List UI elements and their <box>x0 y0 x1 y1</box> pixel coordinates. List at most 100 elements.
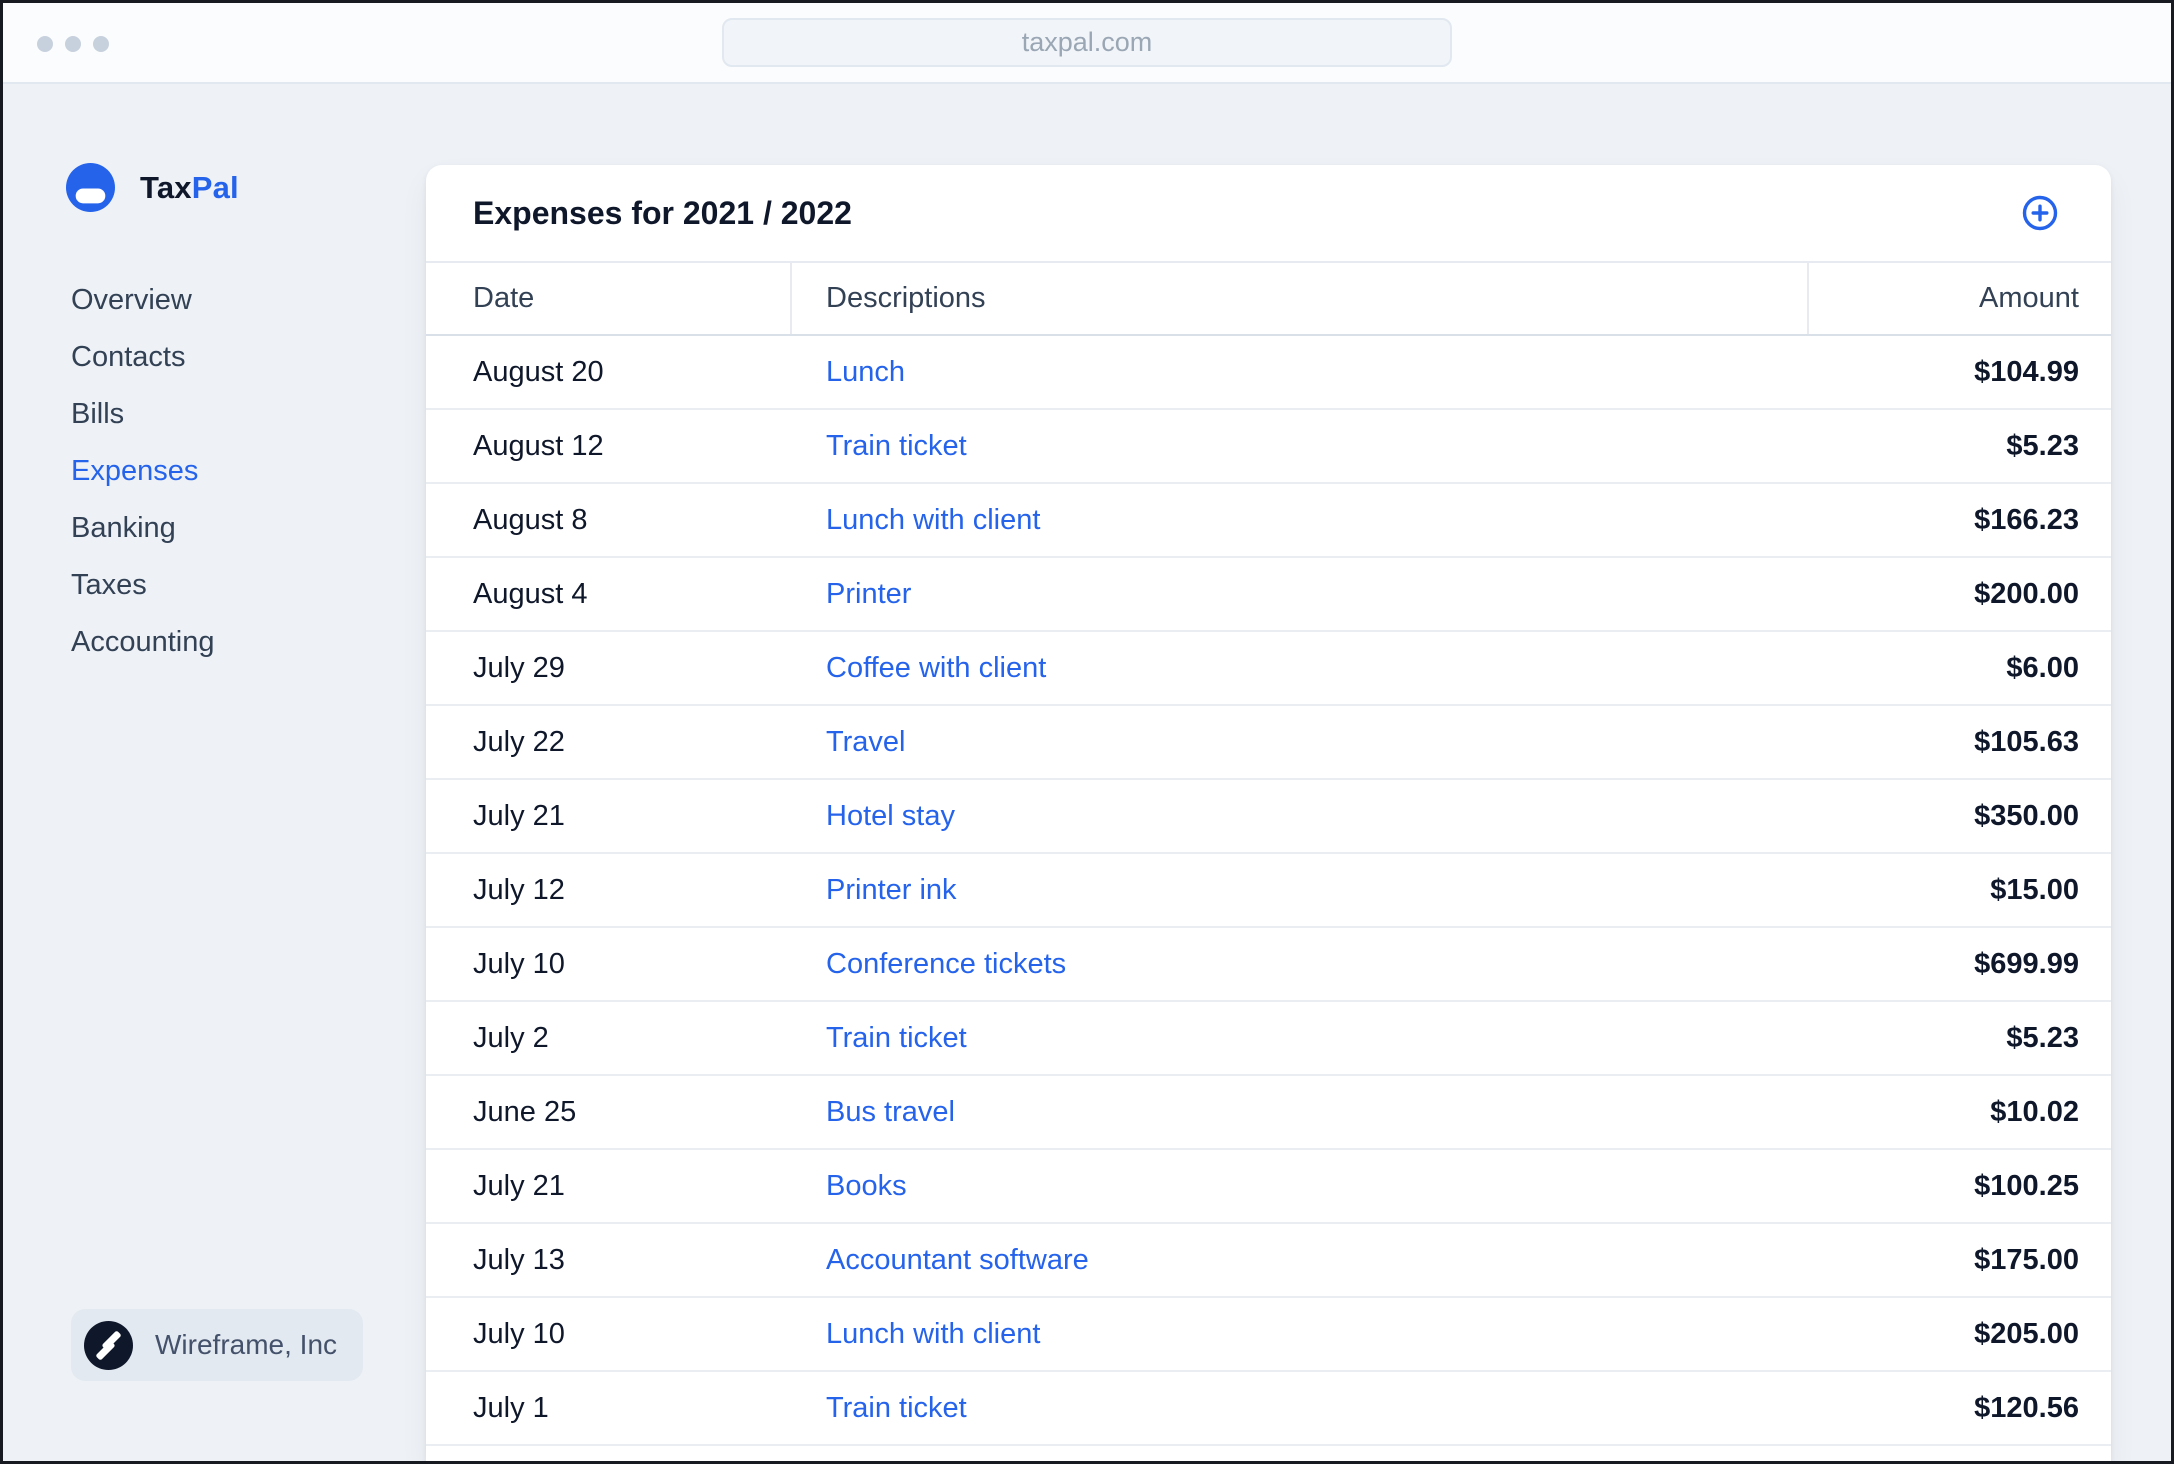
plus-circle-icon <box>2022 195 2058 231</box>
expense-description-cell: Hotel stay <box>792 800 1809 833</box>
expense-amount: $5.23 <box>2006 1021 2079 1054</box>
expense-description-link[interactable]: Conference tickets <box>826 947 1067 980</box>
address-bar[interactable]: taxpal.com <box>722 18 1452 67</box>
expense-description-link[interactable]: Accountant software <box>826 1243 1089 1276</box>
expense-description-link[interactable]: Train ticket <box>826 1391 967 1424</box>
expense-date: July 22 <box>473 725 565 758</box>
sidebar-item-bills[interactable]: Bills <box>71 398 125 430</box>
expense-description-cell: Bus travel <box>792 1096 1809 1129</box>
brand-logo-icon <box>66 163 115 212</box>
expenses-card-header: Expenses for 2021 / 2022 <box>426 165 2111 263</box>
expense-date: July 1 <box>473 1391 549 1424</box>
expense-description-link[interactable]: Lunch <box>826 355 906 388</box>
expense-date: July 21 <box>473 799 565 832</box>
expense-description-link[interactable]: Train ticket <box>826 1021 967 1054</box>
expense-description-cell: Coffee with client <box>792 652 1809 685</box>
expense-description-cell: Accountant software <box>792 1244 1809 1277</box>
table-row: July 12 Printer ink $15.00 <box>426 854 2111 928</box>
table-row: August 8 Lunch with client $166.23 <box>426 484 2111 558</box>
expense-description-link[interactable]: Printer <box>826 577 912 610</box>
browser-toolbar: taxpal.com <box>3 3 2171 84</box>
table-row: July 21 Books $100.25 <box>426 1150 2111 1224</box>
expense-amount: $120.56 <box>1974 1391 2079 1424</box>
expense-description-link[interactable]: Travel <box>826 725 906 758</box>
table-row: August 12 Train ticket $5.23 <box>426 410 2111 484</box>
expense-description-link[interactable]: Train ticket <box>826 429 967 462</box>
table-row: July 22 Travel $105.63 <box>426 706 2111 780</box>
address-bar-url: taxpal.com <box>1021 27 1153 57</box>
org-name: Wireframe, Inc <box>155 1329 338 1360</box>
brand-name: TaxPal <box>140 170 239 206</box>
table-row: July 21 Hotel stay $350.00 <box>426 780 2111 854</box>
expense-description-cell: Conference tickets <box>792 948 1809 981</box>
expenses-card: Expenses for 2021 / 2022 Date Descriptio… <box>426 165 2111 1461</box>
expense-amount: $104.99 <box>1974 355 2079 388</box>
expense-amount: $166.23 <box>1974 503 2079 536</box>
sidebar-nav: Overview Contacts Bills Expenses Banking Taxe… <box>71 284 215 683</box>
expense-description-link[interactable]: Lunch with client <box>826 1317 1041 1350</box>
expense-amount: $205.00 <box>1974 1317 2079 1350</box>
table-row: August 4 Printer $200.00 <box>426 558 2111 632</box>
sidebar-item-expenses[interactable]: Expenses <box>71 455 199 487</box>
expenses-table-body: August 20 Lunch $104.99 August 12 Train tick… <box>426 336 2111 1446</box>
expense-amount: $200.00 <box>1974 577 2079 610</box>
sidebar-item-overview[interactable]: Overview <box>71 284 192 316</box>
expense-date: August 8 <box>473 503 588 536</box>
expense-amount: $15.00 <box>1990 873 2079 906</box>
expense-date: July 10 <box>473 1317 565 1350</box>
column-header-date: Date <box>426 263 792 334</box>
table-header-row: Date Descriptions Amount <box>426 263 2111 336</box>
expense-amount: $10.02 <box>1990 1095 2079 1128</box>
expense-description-cell: Train ticket <box>792 1392 1809 1425</box>
column-header-amount: Amount <box>1979 282 2079 314</box>
window-dot-icon[interactable] <box>37 36 53 52</box>
expense-date: July 21 <box>473 1169 565 1202</box>
expense-description-cell: Train ticket <box>792 1022 1809 1055</box>
expense-description-link[interactable]: Hotel stay <box>826 799 955 832</box>
expense-amount: $100.25 <box>1974 1169 2079 1202</box>
brand[interactable]: TaxPal <box>66 163 239 212</box>
window-dot-icon[interactable] <box>65 36 81 52</box>
expense-description-link[interactable]: Bus travel <box>826 1095 955 1128</box>
sidebar-item-accounting[interactable]: Accounting <box>71 626 215 658</box>
table-row: July 10 Conference tickets $699.99 <box>426 928 2111 1002</box>
expense-description-cell: Train ticket <box>792 430 1809 463</box>
brand-name-first: Tax <box>140 169 192 205</box>
table-row: June 25 Bus travel $10.02 <box>426 1076 2111 1150</box>
expense-date: July 12 <box>473 873 565 906</box>
expense-description-link[interactable]: Books <box>826 1169 907 1202</box>
expense-description-cell: Lunch <box>792 356 1809 389</box>
expense-date: August 20 <box>473 355 604 388</box>
expense-amount: $175.00 <box>1974 1243 2079 1276</box>
expense-description-link[interactable]: Lunch with client <box>826 503 1041 536</box>
expense-date: July 10 <box>473 947 565 980</box>
expense-description-cell: Lunch with client <box>792 504 1809 537</box>
table-row: July 13 Accountant software $175.00 <box>426 1224 2111 1298</box>
expense-description-link[interactable]: Printer ink <box>826 873 957 906</box>
sidebar-item-banking[interactable]: Banking <box>71 512 176 544</box>
expense-amount: $699.99 <box>1974 947 2079 980</box>
org-switcher-button[interactable]: Wireframe, Inc <box>71 1309 364 1381</box>
window-dot-icon[interactable] <box>93 36 109 52</box>
expense-date: August 4 <box>473 577 588 610</box>
table-row: July 2 Train ticket $5.23 <box>426 1002 2111 1076</box>
table-row: August 20 Lunch $104.99 <box>426 336 2111 410</box>
expense-date: July 29 <box>473 651 565 684</box>
sidebar-item-contacts[interactable]: Contacts <box>71 341 186 373</box>
expense-description-cell: Travel <box>792 726 1809 759</box>
column-header-descriptions: Descriptions <box>792 263 1809 334</box>
expense-date: July 13 <box>473 1243 565 1276</box>
expense-amount: $105.63 <box>1974 725 2079 758</box>
expense-description-cell: Printer ink <box>792 874 1809 907</box>
expense-date: August 12 <box>473 429 604 462</box>
sidebar-item-taxes[interactable]: Taxes <box>71 569 147 601</box>
table-row: July 29 Coffee with client $6.00 <box>426 632 2111 706</box>
expense-description-cell: Books <box>792 1170 1809 1203</box>
expense-amount: $350.00 <box>1974 799 2079 832</box>
window-controls <box>37 36 109 52</box>
add-expense-button[interactable] <box>2022 195 2058 231</box>
expense-description-link[interactable]: Coffee with client <box>826 651 1047 684</box>
expenses-title: Expenses for 2021 / 2022 <box>473 194 852 231</box>
expense-date: June 25 <box>473 1095 577 1128</box>
